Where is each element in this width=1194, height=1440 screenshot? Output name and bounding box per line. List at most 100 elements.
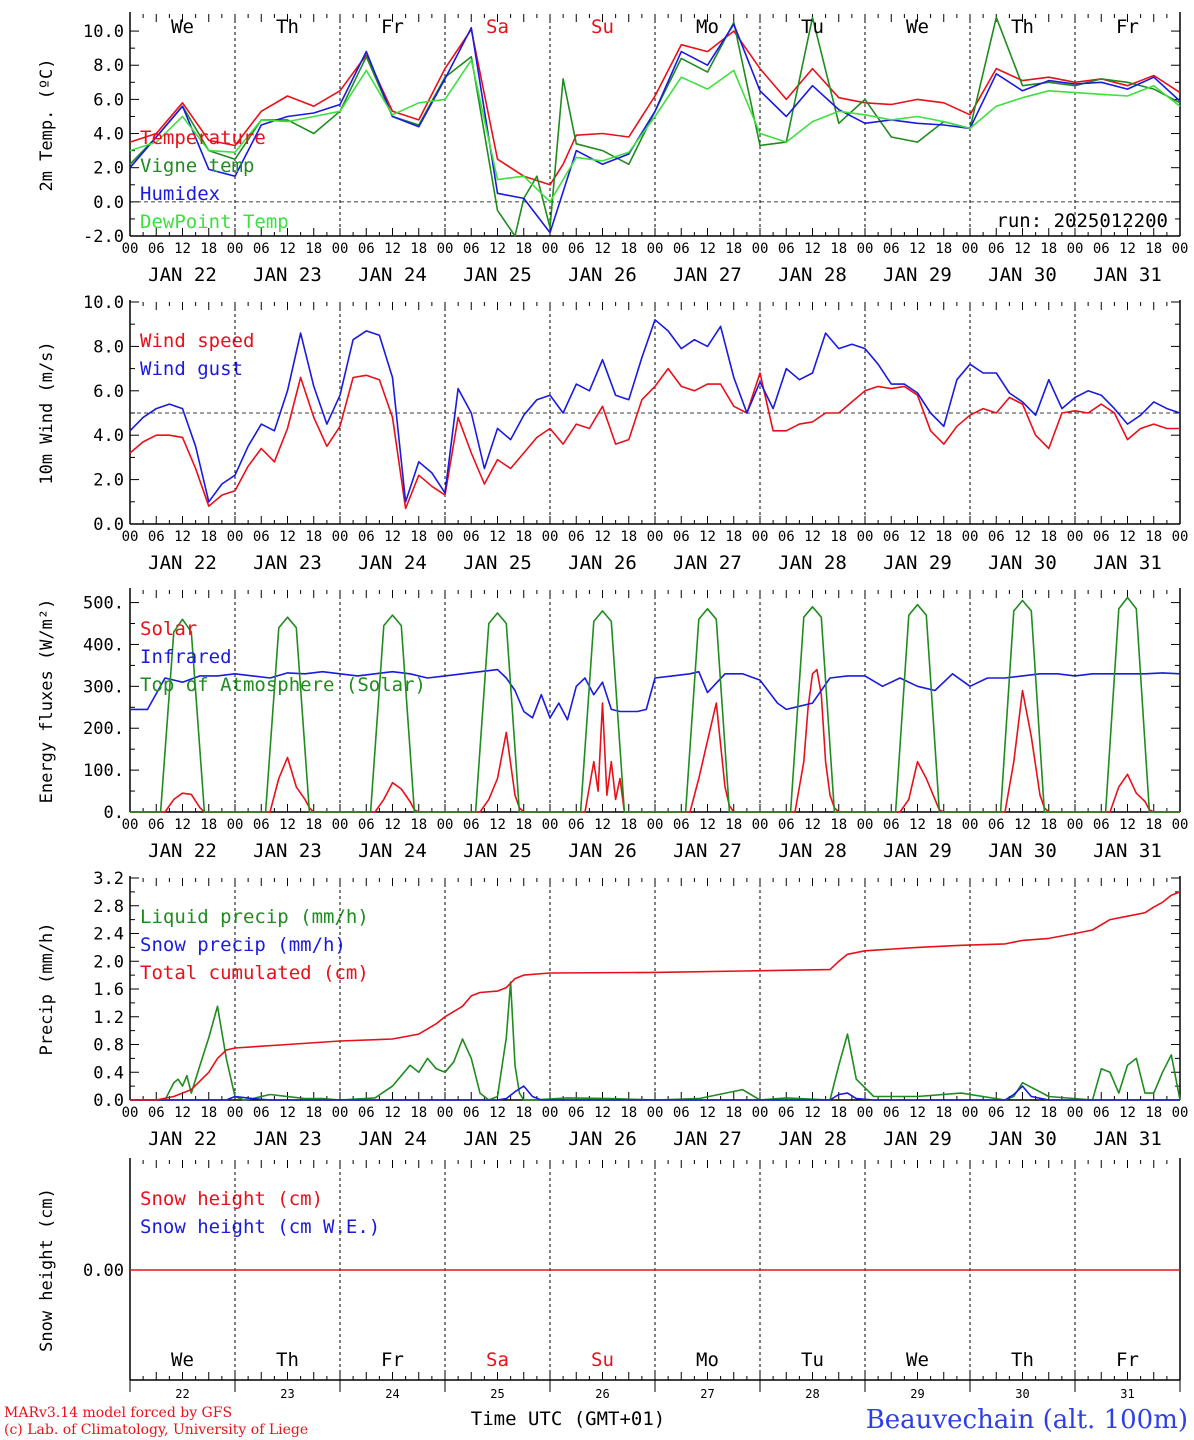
date-label: JAN 24 bbox=[358, 1128, 427, 1150]
y-tick-label: 1.2 bbox=[93, 1008, 124, 1028]
hour-label: 00 bbox=[752, 1105, 769, 1121]
hour-label: 00 bbox=[437, 529, 454, 545]
hour-label: 12 bbox=[699, 529, 716, 545]
hour-label: 12 bbox=[489, 241, 506, 257]
hour-label: 12 bbox=[279, 817, 296, 833]
y-tick-label: 2.8 bbox=[93, 897, 124, 917]
date-label: JAN 25 bbox=[463, 840, 532, 862]
hour-label: 18 bbox=[1145, 1105, 1162, 1121]
hour-label: 06 bbox=[358, 241, 375, 257]
hour-label: 06 bbox=[568, 1105, 585, 1121]
date-label: JAN 23 bbox=[253, 1128, 322, 1150]
hour-label: 12 bbox=[909, 529, 926, 545]
hour-label: 06 bbox=[253, 817, 270, 833]
weekday-label: Su bbox=[591, 16, 614, 38]
hour-label: 12 bbox=[804, 529, 821, 545]
day-number-label: 27 bbox=[700, 1387, 714, 1401]
day-number-label: 26 bbox=[595, 1387, 609, 1401]
panel-2 bbox=[129, 300, 1181, 525]
date-label: JAN 28 bbox=[778, 264, 847, 286]
panel-5 bbox=[129, 1158, 1181, 1392]
hour-label: 18 bbox=[410, 1105, 427, 1121]
hour-label: 00 bbox=[647, 241, 664, 257]
y-tick-label: 8.0 bbox=[93, 56, 124, 76]
hour-label: 06 bbox=[463, 529, 480, 545]
hour-label: 06 bbox=[673, 241, 690, 257]
series-line-vigne-temp bbox=[129, 16, 1181, 237]
date-label: JAN 26 bbox=[568, 1128, 637, 1150]
hour-label: 06 bbox=[778, 1105, 795, 1121]
date-label: JAN 26 bbox=[568, 552, 637, 574]
hour-label: 00 bbox=[122, 241, 139, 257]
hour-label: 06 bbox=[988, 817, 1005, 833]
date-label: JAN 24 bbox=[358, 552, 427, 574]
date-label: JAN 23 bbox=[253, 264, 322, 286]
hour-label: 12 bbox=[489, 529, 506, 545]
weekday-label-bottom: Th bbox=[1011, 1349, 1034, 1371]
hour-label: 00 bbox=[332, 817, 349, 833]
hour-label: 00 bbox=[227, 817, 244, 833]
weekday-label: We bbox=[171, 16, 194, 38]
hour-label: 06 bbox=[148, 241, 165, 257]
y-axis-label: 2m Temp. (ºC) bbox=[37, 58, 57, 191]
weekday-label: Sa bbox=[486, 16, 509, 38]
date-label: JAN 25 bbox=[463, 1128, 532, 1150]
y-tick-label: 10.0 bbox=[83, 22, 124, 42]
weekday-label: Fr bbox=[381, 16, 404, 38]
legend-entry: Temperature bbox=[140, 127, 266, 149]
hour-label: 18 bbox=[410, 817, 427, 833]
hour-label: 06 bbox=[253, 1105, 270, 1121]
hour-label: 12 bbox=[594, 241, 611, 257]
hour-label: 06 bbox=[463, 817, 480, 833]
hour-label: 00 bbox=[332, 241, 349, 257]
footer-lab: (c) Lab. of Climatology, University of L… bbox=[4, 1422, 308, 1438]
hour-label: 00 bbox=[857, 529, 874, 545]
y-tick-label: 4.0 bbox=[93, 125, 124, 145]
hour-label: 12 bbox=[384, 817, 401, 833]
hour-label: 18 bbox=[515, 817, 532, 833]
date-label: JAN 22 bbox=[148, 840, 217, 862]
hour-label: 00 bbox=[542, 529, 559, 545]
series-line-wind-gust bbox=[129, 318, 1181, 503]
hour-label: 00 bbox=[332, 1105, 349, 1121]
y-tick-label: 300. bbox=[83, 677, 124, 697]
date-label: JAN 27 bbox=[673, 552, 742, 574]
hour-label: 12 bbox=[384, 241, 401, 257]
hour-label: 06 bbox=[148, 529, 165, 545]
series-line-infrared bbox=[130, 668, 1181, 721]
hour-label: 12 bbox=[1014, 529, 1031, 545]
run-label: run: 2025012200 bbox=[996, 210, 1168, 232]
y-tick-label: 0.0 bbox=[93, 193, 124, 213]
date-label: JAN 31 bbox=[1093, 840, 1162, 862]
hour-label: 12 bbox=[594, 1105, 611, 1121]
hour-label: 06 bbox=[988, 1105, 1005, 1121]
hour-label: 12 bbox=[489, 817, 506, 833]
hour-label: 06 bbox=[253, 241, 270, 257]
day-number-label: 28 bbox=[805, 1387, 819, 1401]
hour-label: 00 bbox=[332, 529, 349, 545]
hour-label: 18 bbox=[200, 529, 217, 545]
series-line-wind-speed bbox=[129, 367, 1180, 510]
hour-label: 12 bbox=[174, 1105, 191, 1121]
hour-label: 00 bbox=[647, 1105, 664, 1121]
hour-label: 06 bbox=[253, 529, 270, 545]
hour-label: 18 bbox=[515, 241, 532, 257]
legend-entry: Wind gust bbox=[140, 358, 243, 380]
hour-label: 12 bbox=[384, 1105, 401, 1121]
date-label: JAN 27 bbox=[673, 840, 742, 862]
hour-label: 12 bbox=[1014, 1105, 1031, 1121]
hour-label: 12 bbox=[384, 529, 401, 545]
hour-label: 18 bbox=[1040, 817, 1057, 833]
hour-label: 00 bbox=[962, 529, 979, 545]
hour-label: 00 bbox=[962, 817, 979, 833]
series-line-humidex bbox=[129, 23, 1181, 234]
weekday-label: Th bbox=[276, 16, 299, 38]
y-tick-label: 6.0 bbox=[93, 90, 124, 110]
hour-label: 18 bbox=[1040, 241, 1057, 257]
date-label: JAN 22 bbox=[148, 1128, 217, 1150]
hour-label: 00 bbox=[752, 241, 769, 257]
hour-label: 00 bbox=[122, 817, 139, 833]
date-label: JAN 28 bbox=[778, 840, 847, 862]
weekday-label: We bbox=[906, 16, 929, 38]
hour-label: 00 bbox=[647, 529, 664, 545]
